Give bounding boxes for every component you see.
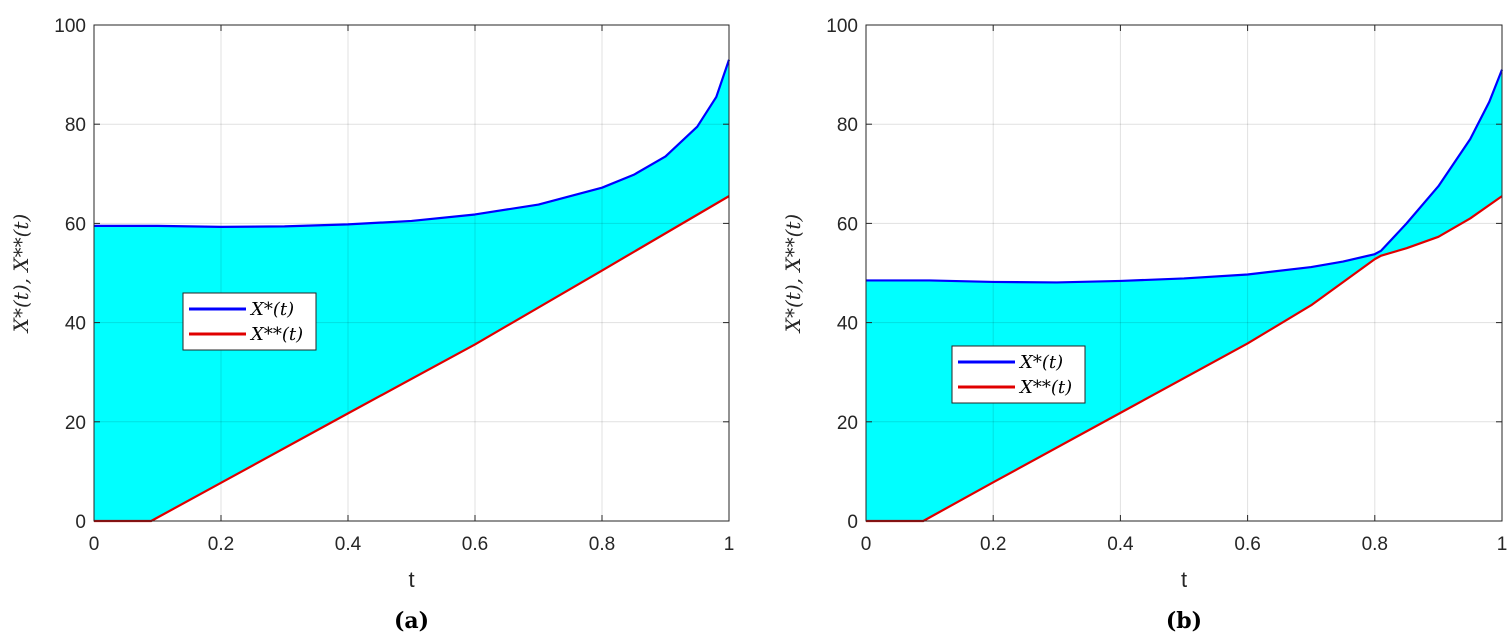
x-tick-label: 0.6 [462, 534, 488, 555]
axes-box [93, 24, 730, 522]
y-tick-label: 0 [75, 512, 86, 533]
x-tick-label: 0.8 [1362, 534, 1388, 555]
x-axis-label: t [1181, 567, 1187, 592]
y-tick-label: 60 [837, 214, 858, 235]
x-tick-label: 0.8 [589, 534, 615, 555]
y-tick-label: 40 [837, 314, 858, 335]
legend-box [182, 292, 317, 351]
y-tick-label: 100 [826, 16, 858, 37]
y-tick-label: 80 [65, 115, 86, 136]
legend-label: X**(t) [249, 324, 303, 345]
subfigure-caption: (b) [1166, 608, 1202, 634]
y-axis-label: X*(t), X**(t) [9, 214, 33, 334]
x-tick-label: 1 [1497, 534, 1508, 555]
y-axis-label: X*(t), X**(t) [781, 214, 805, 334]
axes-box [865, 24, 1503, 522]
series-line-x-star [94, 59, 731, 228]
x-tick-label: 0.2 [980, 534, 1006, 555]
y-tick-label: 60 [65, 214, 86, 235]
subfigure-caption: (a) [394, 608, 429, 634]
x-tick-label: 0.4 [335, 534, 362, 555]
legend: X*(t) X**(t) [951, 345, 1086, 404]
legend-label: X**(t) [1018, 377, 1072, 398]
x-tick-label: 1 [724, 534, 735, 555]
legend-label: X*(t) [1018, 352, 1063, 373]
x-tick-label: 0 [89, 534, 100, 555]
x-tick-label: 0.2 [208, 534, 234, 555]
series-line-x-double-star [866, 195, 1503, 523]
legend-label: X*(t) [249, 299, 294, 320]
chart-panel-a: 0 0.2 0.4 0.6 0.8 1 0 20 40 60 80 100 t X*(t), X**(t)… [9, 16, 734, 634]
y-tick-label: 40 [65, 314, 86, 335]
y-tick-label: 20 [65, 413, 86, 434]
y-tick-label: 80 [837, 115, 858, 136]
y-tick-label: 0 [847, 512, 858, 533]
series-line-x-star [866, 69, 1504, 284]
fill-region [866, 69, 1502, 521]
x-axis-label: t [408, 567, 414, 592]
fill-region [94, 59, 729, 521]
legend: X*(t) X**(t) [182, 292, 317, 351]
legend-box [951, 345, 1086, 404]
x-tick-label: 0.4 [1107, 534, 1134, 555]
chart-panel-b: 0 0.2 0.4 0.6 0.8 1 0 20 40 60 80 100 t X*(t), X**(t)… [781, 16, 1507, 634]
x-tick-label: 0 [861, 534, 872, 555]
x-tick-label: 0.6 [1234, 534, 1260, 555]
y-tick-label: 20 [837, 413, 858, 434]
y-tick-label: 100 [54, 16, 86, 37]
